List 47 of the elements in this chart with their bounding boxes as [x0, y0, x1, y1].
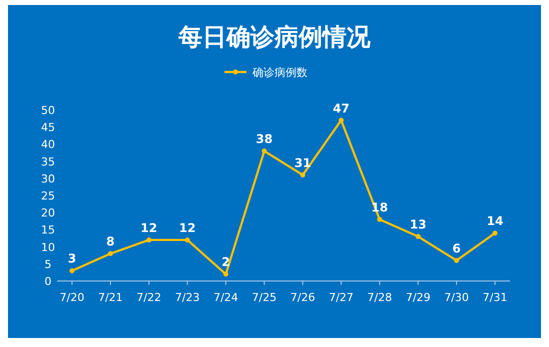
point [492, 230, 498, 236]
data-label: 47 [332, 101, 350, 116]
x-tick-label: 7/23 [175, 291, 200, 304]
data-label: 3 [68, 252, 76, 266]
y-tick-label: 45 [41, 121, 55, 134]
data-label: 6 [452, 241, 461, 256]
y-tick-label: 50 [41, 104, 55, 117]
y-tick-label: 20 [41, 206, 55, 220]
y-tick-label: 15 [41, 224, 55, 237]
y-tick-label: 0 [44, 275, 52, 288]
point [377, 216, 382, 222]
data-label: 2 [222, 255, 230, 270]
y-tick-label: 5 [44, 258, 52, 271]
y-tick-label: 30 [41, 172, 55, 186]
point [416, 234, 421, 240]
chart-title: 每日确诊病例情况 [178, 23, 372, 51]
x-tick-label: 7/21 [98, 291, 123, 304]
data-label: 38 [256, 132, 273, 146]
data-label: 8 [106, 234, 115, 249]
point [300, 172, 306, 178]
x-tick-label: 7/22 [136, 291, 162, 304]
data-label: 31 [294, 156, 312, 170]
point [223, 272, 228, 277]
x-tick-label: 7/29 [406, 291, 430, 304]
data-label: 12 [179, 220, 196, 235]
data-label: 12 [140, 220, 158, 235]
y-tick-label: 35 [41, 155, 55, 168]
data-label: 13 [410, 218, 426, 232]
x-tick-label: 7/25 [252, 291, 277, 304]
y-tick-label: 40 [41, 138, 55, 152]
data-label: 14 [486, 214, 504, 228]
legend-label: 确诊病例数 [252, 66, 308, 79]
x-tick-label: 7/27 [328, 291, 354, 304]
point [70, 268, 74, 274]
y-tick-label: 25 [41, 190, 55, 202]
point [146, 237, 152, 242]
point [262, 148, 267, 154]
point [184, 237, 190, 242]
x-tick-label: 7/20 [60, 291, 84, 304]
x-tick-label: 7/31 [482, 291, 508, 304]
x-tick-label: 7/26 [290, 291, 316, 304]
point [108, 251, 113, 256]
x-tick-label: 7/24 [213, 291, 238, 304]
x-tick-label: 7/30 [444, 291, 469, 304]
point [454, 258, 460, 263]
y-tick-label: 10 [41, 240, 55, 254]
x-tick-label: 7/28 [367, 291, 392, 304]
